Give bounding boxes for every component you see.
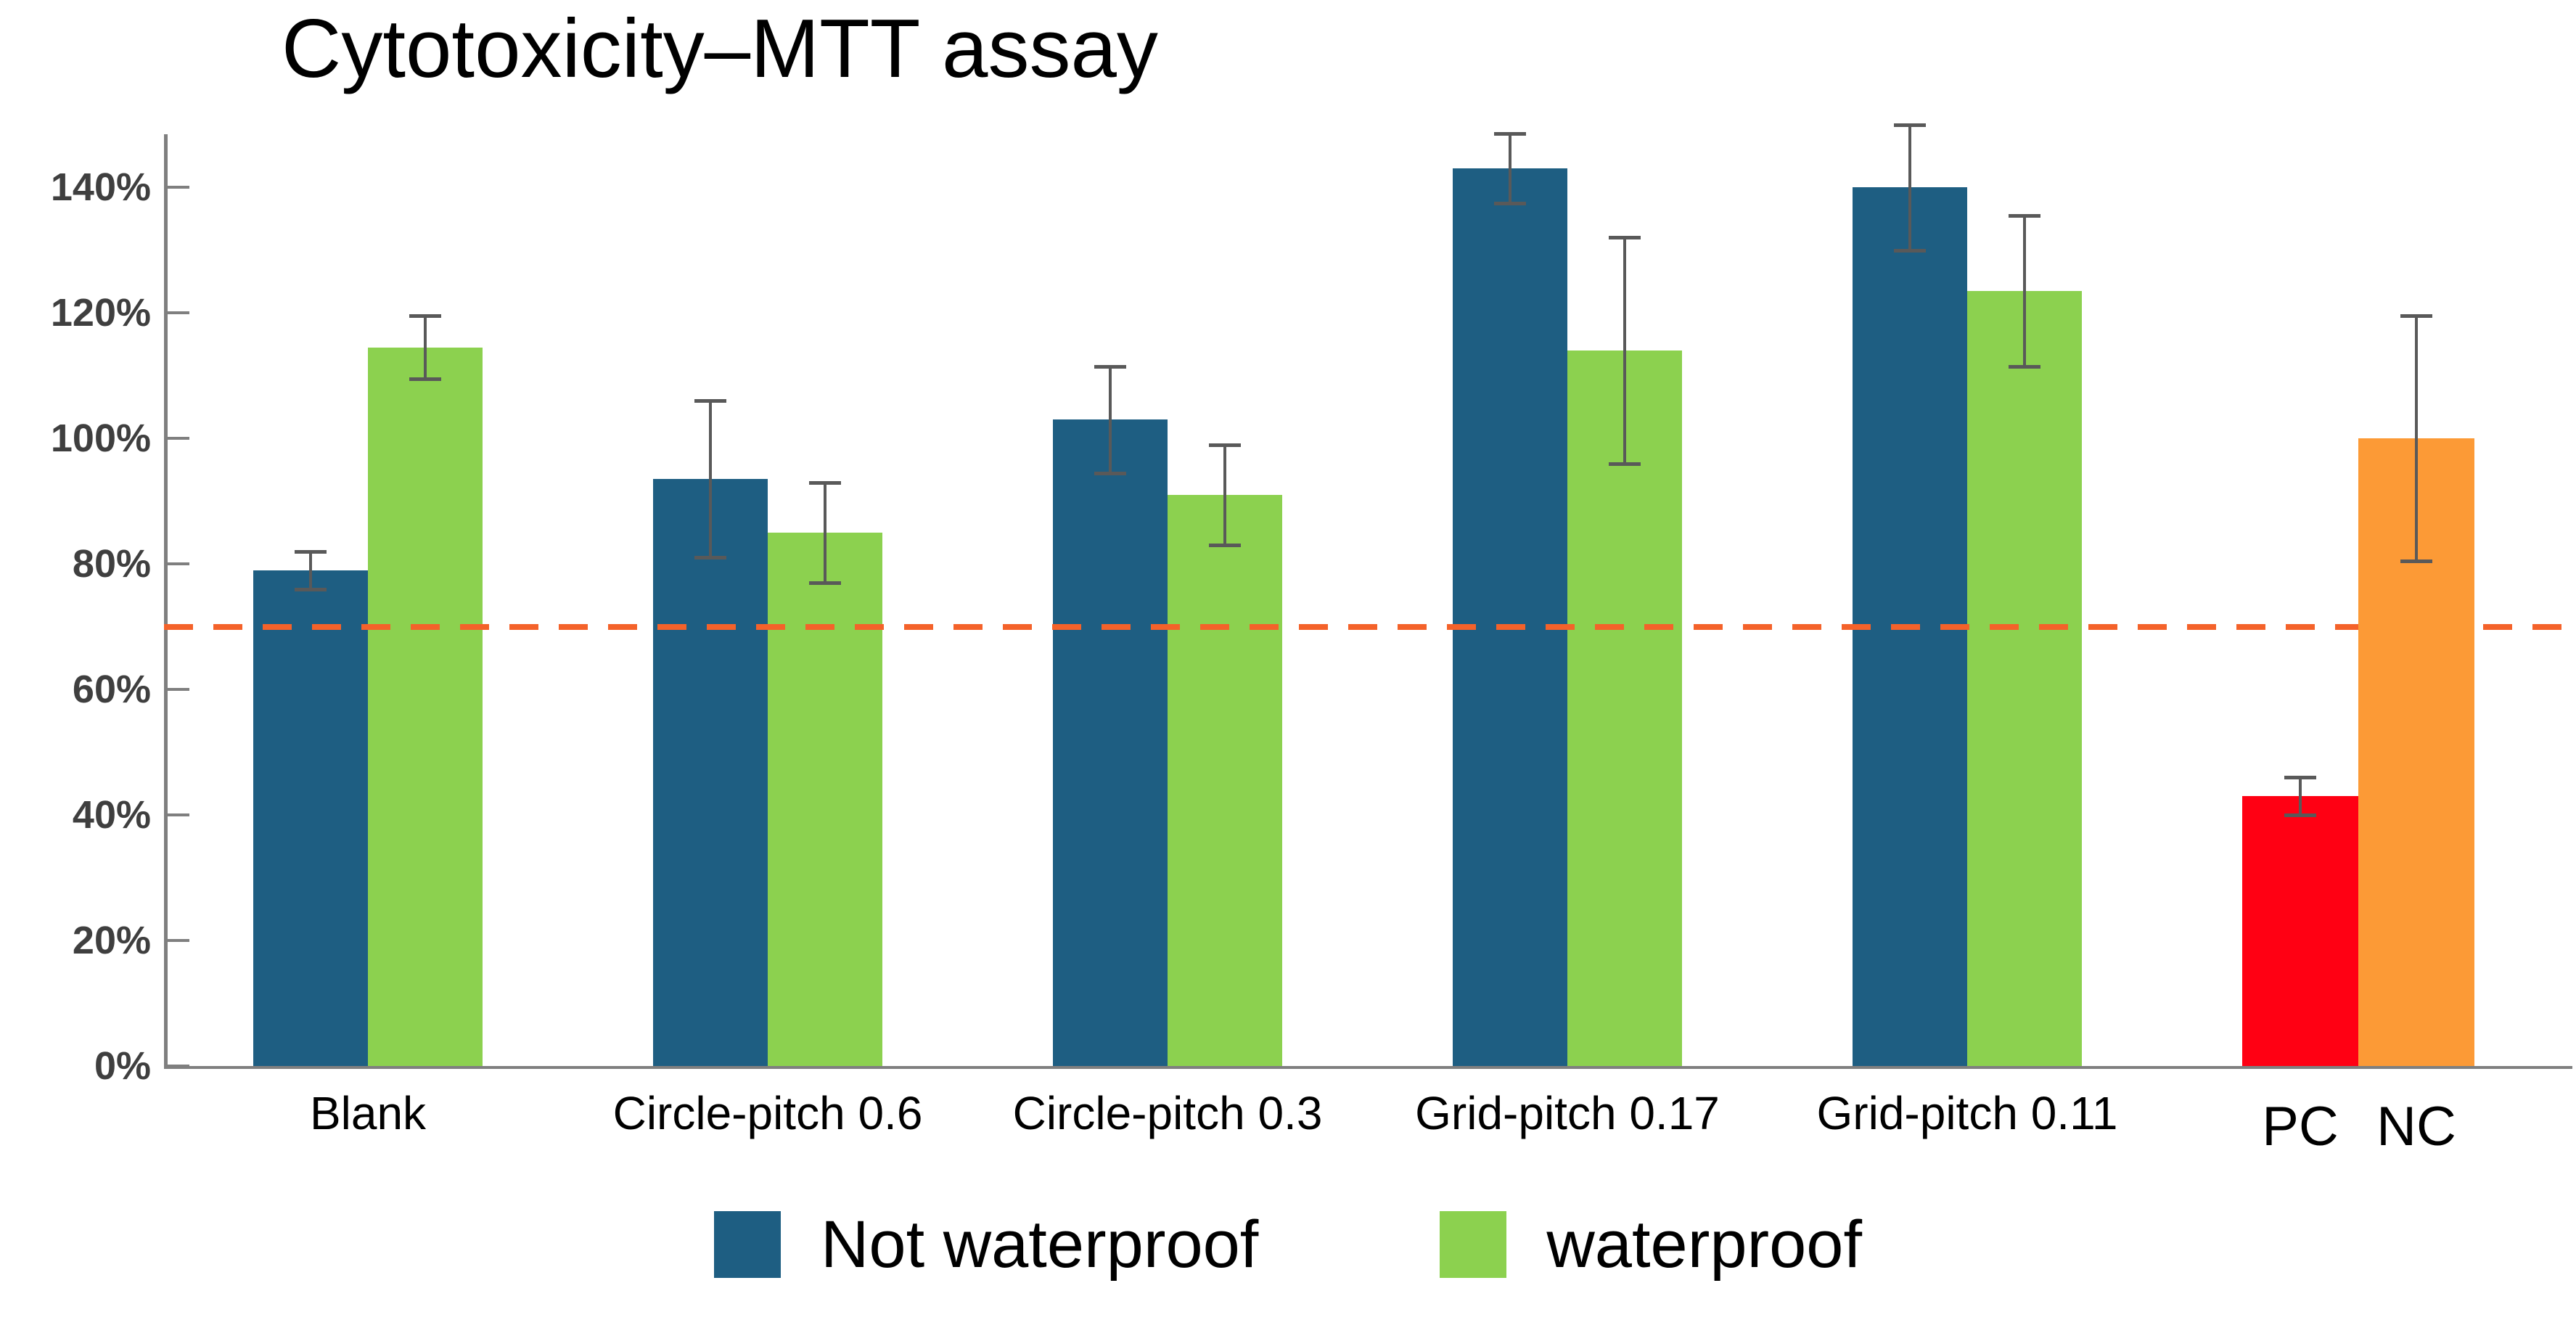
control-label-nc: NC [2376,1096,2456,1157]
error-bar-cap-bottom [809,581,841,585]
error-bar-cap-top [1894,123,1926,127]
error-bar-cap-top [1494,132,1526,136]
bar-not-waterproof-circle-pitch-0-3 [1053,419,1168,1066]
error-bar-cap-top [1209,443,1241,447]
y-tick-mark [168,437,189,440]
category-label: Circle-pitch 0.3 [1012,1087,1323,1139]
error-bar-cap-bottom [2009,364,2040,369]
error-bar-line [424,316,427,379]
y-tick-mark [168,939,189,942]
error-bar-cap-bottom [1894,248,1926,253]
category-label: Circle-pitch 0.6 [612,1087,923,1139]
y-tick-label: 0% [94,1044,151,1088]
bar-not-waterproof-blank [253,570,368,1066]
y-tick-label: 60% [72,668,151,711]
error-bar-cap-top [1094,364,1126,369]
chart-legend: Not waterproof waterproof [0,1197,2576,1292]
error-bar-line [309,551,312,589]
bar-waterproof-grid-pitch-0-11 [1967,290,2082,1066]
error-bar-line [2415,316,2418,561]
error-bar-line [1908,124,1911,250]
bar-not-waterproof-grid-pitch-0-17 [1453,168,1567,1066]
legend-label-not-waterproof: Not waterproof [820,1207,1259,1282]
error-bar-line [709,401,712,558]
bar-not-waterproof-circle-pitch-0-6 [653,479,768,1066]
bar-waterproof-grid-pitch-0-17 [1567,350,1682,1066]
y-tick-mark [168,311,189,314]
error-bar-line [1623,237,1626,464]
bar-waterproof-blank [368,347,483,1066]
error-bar-cap-bottom [1494,201,1526,205]
legend-swatch-waterproof [1440,1211,1507,1278]
y-tick-mark [168,562,189,565]
category-label: Blank [309,1087,427,1139]
x-axis-line [164,1066,2572,1069]
error-bar-cap-bottom [409,377,441,381]
error-bar-cap-bottom [2284,813,2316,817]
category-label: Grid-pitch 0.17 [1415,1087,1720,1139]
error-bar-cap-top [694,399,726,403]
error-bar-cap-top [295,549,327,554]
error-bar-cap-top [2284,776,2316,780]
error-bar-cap-bottom [1209,544,1241,548]
chart-title: Cytotoxicity–MTT assay [282,3,1158,95]
y-tick-mark [168,688,189,691]
category-label: Grid-pitch 0.11 [1816,1087,2118,1139]
bar-control-pc [2242,796,2358,1066]
legend-item-not-waterproof: Not waterproof [713,1207,1259,1283]
y-tick-label: 20% [72,919,151,962]
error-bar-line [824,482,826,583]
y-tick-mark [168,1065,189,1067]
error-bar-cap-top [2009,213,2040,218]
error-bar-cap-bottom [2400,559,2432,563]
y-tick-label: 100% [50,417,151,460]
y-tick-label: 120% [50,291,151,335]
error-bar-cap-top [2400,314,2432,319]
bar-waterproof-circle-pitch-0-6 [768,532,882,1066]
control-label-pc: PC [2262,1096,2339,1157]
y-tick-label: 80% [72,542,151,586]
y-tick-label: 40% [72,793,151,837]
legend-swatch-not-waterproof [713,1211,781,1278]
error-bar-line [1109,366,1112,473]
error-bar-line [1223,444,1226,546]
error-bar-line [2299,777,2302,815]
legend-label-waterproof: waterproof [1546,1207,1863,1282]
error-bar-line [1509,134,1511,203]
y-tick-label: 140% [50,165,151,209]
y-tick-mark [168,813,189,816]
bar-waterproof-circle-pitch-0-3 [1168,494,1282,1066]
error-bar-cap-bottom [1609,462,1641,466]
error-bar-cap-top [1609,236,1641,240]
error-bar-cap-bottom [295,587,327,591]
error-bar-cap-top [409,314,441,319]
legend-item-waterproof: waterproof [1440,1207,1862,1283]
error-bar-cap-bottom [694,556,726,560]
error-bar-line [2023,215,2026,366]
y-axis-line [164,134,168,1069]
threshold-line [164,623,2572,630]
y-tick-mark [168,186,189,189]
error-bar-cap-bottom [1094,471,1126,475]
error-bar-cap-top [809,480,841,485]
